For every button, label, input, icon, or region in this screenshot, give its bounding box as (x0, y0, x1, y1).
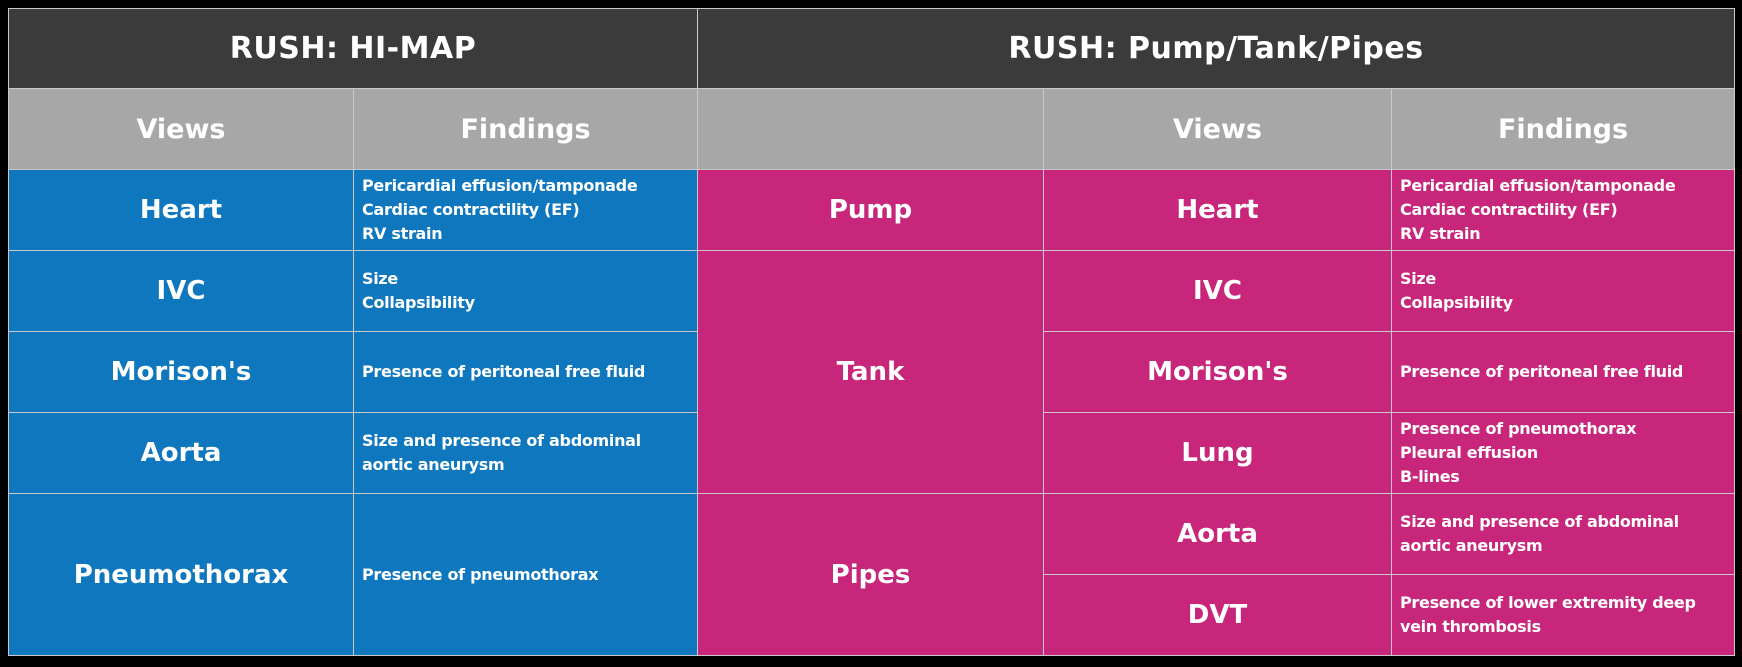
right-category-pump-cell: Pump (697, 169, 1044, 251)
right-table-title: RUSH: Pump/Tank/Pipes (697, 8, 1735, 89)
title-row: RUSH: HI-MAP RUSH: Pump/Tank/Pipes (8, 8, 1735, 89)
left-findings-heart-cell: Pericardial effusion/tamponade Cardiac c… (353, 169, 698, 251)
finding-line: Presence of peritoneal free fluid (1400, 362, 1684, 381)
column-header-row: Views Findings Views Findings (8, 88, 1735, 170)
finding-line: RV strain (362, 224, 443, 243)
left-view-pneumothorax-cell: Pneumothorax (8, 493, 354, 656)
finding-line: Collapsibility (1400, 293, 1513, 312)
right-findings-ivc-cell: Size Collapsibility (1391, 250, 1735, 332)
left-table-title: RUSH: HI-MAP (8, 8, 698, 89)
right-view-morisons-cell: Morison's (1043, 331, 1392, 413)
right-findings-heart-cell: Pericardial effusion/tamponade Cardiac c… (1391, 169, 1735, 251)
left-findings-pneumothorax-cell: Presence of pneumothorax (353, 493, 698, 656)
table-row: Heart Pericardial effusion/tamponade Car… (8, 169, 1735, 251)
right-view-aorta-cell: Aorta (1043, 493, 1392, 575)
left-view-aorta-cell: Aorta (8, 412, 354, 494)
finding-line: Size (1400, 269, 1436, 288)
table-row: Pneumothorax Presence of pneumothorax Pi… (8, 493, 1735, 656)
table-row: IVC Size Collapsibility Tank IVC Size Co… (8, 250, 1735, 494)
table-row: Morison's Presence of peritoneal free fl… (8, 331, 1735, 413)
right-category-pipes-cell: Pipes (697, 493, 1044, 656)
finding-line: Pericardial effusion/tamponade (1400, 176, 1676, 195)
finding-line: Presence of pneumothorax (362, 564, 599, 584)
right-findings-dvt-cell: Presence of lower extremity deep vein th… (1391, 574, 1735, 656)
finding-line: Cardiac contractility (EF) (1400, 200, 1618, 219)
right-findings-header: Findings (1391, 88, 1735, 170)
right-category-tank-cell: Tank (697, 250, 1044, 494)
finding-line: Size and presence of abdominal aortic an… (362, 431, 641, 474)
right-views-header: Views (1043, 88, 1392, 170)
rush-comparison-table: RUSH: HI-MAP RUSH: Pump/Tank/Pipes Views… (8, 8, 1735, 656)
right-category-header (697, 88, 1044, 170)
right-findings-aorta-cell: Size and presence of abdominal aortic an… (1391, 493, 1735, 575)
finding-line: RV strain (1400, 224, 1481, 243)
left-findings-aorta-cell: Size and presence of abdominal aortic an… (353, 412, 698, 494)
finding-line: Size and presence of abdominal aortic an… (1400, 512, 1679, 555)
finding-line: Cardiac contractility (EF) (362, 200, 580, 219)
right-findings-morisons-cell: Presence of peritoneal free fluid (1391, 331, 1735, 413)
finding-line: B-lines (1400, 467, 1460, 486)
left-view-heart-cell: Heart (8, 169, 354, 251)
left-view-ivc-cell: IVC (8, 250, 354, 332)
right-view-lung-cell: Lung (1043, 412, 1392, 494)
left-view-morisons-cell: Morison's (8, 331, 354, 413)
finding-line: Collapsibility (362, 293, 475, 312)
left-findings-header: Findings (353, 88, 698, 170)
finding-line: Pericardial effusion/tamponade (362, 176, 638, 195)
table-row: DVT Presence of lower extremity deep vei… (9, 574, 1735, 656)
left-findings-morisons-cell: Presence of peritoneal free fluid (353, 331, 698, 413)
right-view-dvt-cell: DVT (1043, 574, 1392, 656)
right-view-heart-cell: Heart (1043, 169, 1392, 251)
right-findings-lung-cell: Presence of pneumothorax Pleural effusio… (1391, 412, 1735, 494)
finding-line: Presence of peritoneal free fluid (362, 362, 646, 381)
finding-line: Size (362, 269, 398, 288)
finding-line: Presence of pneumothorax (1400, 419, 1637, 438)
finding-line: Pleural effusion (1400, 443, 1538, 462)
finding-line: Presence of lower extremity deep vein th… (1400, 593, 1696, 636)
left-findings-ivc-cell: Size Collapsibility (353, 250, 698, 332)
left-views-header: Views (8, 88, 354, 170)
table-row: Aorta Size and presence of abdominal aor… (8, 412, 1735, 494)
right-view-ivc-cell: IVC (1043, 250, 1392, 332)
